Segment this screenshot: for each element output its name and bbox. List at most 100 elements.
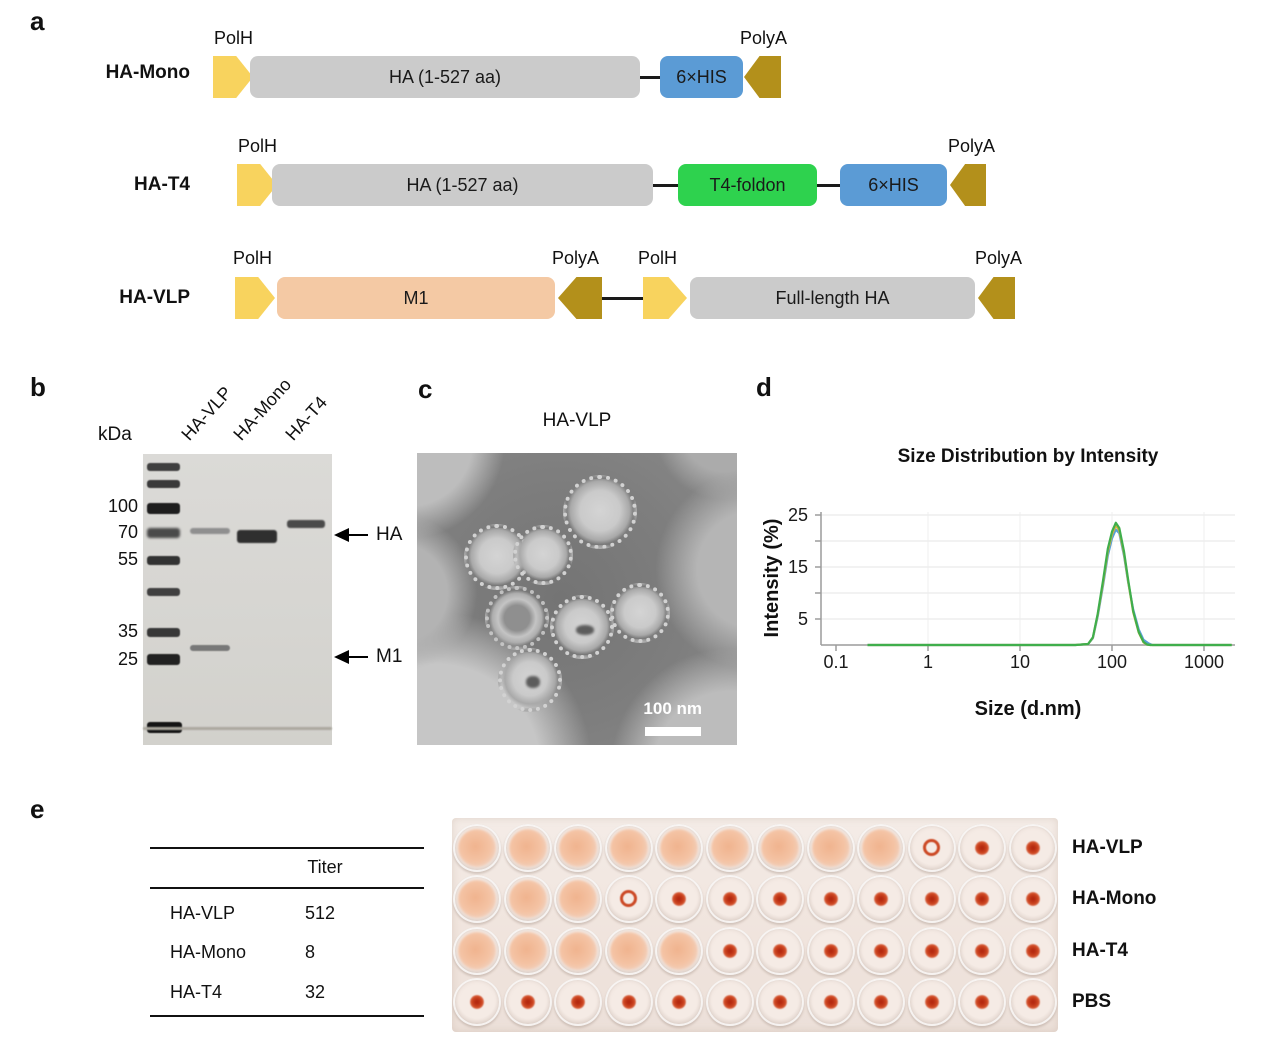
band-ha-vlp-ha — [190, 528, 230, 534]
well-HA-T4-5 — [655, 926, 703, 975]
well-HA-T4-6 — [705, 926, 754, 975]
t4-foldon-label: T4-foldon — [709, 174, 786, 195]
table-row-name: HA-Mono — [170, 942, 247, 962]
table-bottom-rule — [150, 1015, 424, 1017]
polh-promoter-label: PolH — [214, 28, 254, 48]
scale-bar-label: 100 nm — [643, 699, 702, 718]
polya-terminator-arrow — [558, 277, 602, 319]
x-axis-label: Size (d.nm) — [975, 698, 1082, 720]
y-tick-label: 15 — [788, 557, 808, 577]
kda-unit-label: kDa — [98, 424, 132, 445]
well-PBS-5 — [655, 977, 703, 1026]
well-HA-Mono-9 — [857, 875, 905, 924]
well-HA-Mono-3 — [554, 875, 602, 924]
left-arrow-icon — [334, 528, 349, 542]
table-row-name: HA-VLP — [170, 903, 236, 923]
m1-gene-label: M1 — [403, 287, 429, 308]
well-HA-T4-7 — [756, 926, 804, 975]
series-replicate-yellow — [867, 524, 1232, 647]
well-HA-T4-12 — [1008, 926, 1057, 975]
well-HA-T4-8 — [806, 926, 855, 975]
mw-marker-25: 25 — [117, 649, 138, 669]
well-HA-T4-9 — [857, 926, 905, 975]
x-tick-label: 100 — [1097, 652, 1127, 672]
well-PBS-3 — [554, 977, 602, 1026]
arrow-shaft — [349, 533, 368, 537]
table-row-value: 8 — [305, 942, 316, 962]
construct-name-ha-mono: HA-Mono — [105, 62, 190, 83]
well-PBS-12 — [1008, 977, 1057, 1026]
panel-c-letter: c — [418, 374, 433, 404]
well-PBS-2 — [503, 977, 552, 1026]
dls-size-distribution-chart: 5 15 25 0.1 1 10 100 1000 Size Distribution by I… — [761, 446, 1235, 720]
gel-annotation-m1: M1 — [334, 646, 402, 668]
plate-row-label-HA-T4: HA-T4 — [1072, 939, 1128, 961]
t4-foldon-box: T4-foldon — [678, 164, 817, 206]
well-HA-Mono-8 — [806, 875, 855, 924]
table-row-value: 512 — [305, 903, 336, 923]
stain-mark — [576, 625, 594, 635]
well-HA-T4-10 — [907, 926, 956, 975]
polh-promoter-arrow — [643, 277, 687, 319]
table-top-rule — [150, 847, 424, 849]
well-HA-VLP-2 — [503, 824, 552, 872]
ladder-band — [147, 654, 180, 665]
well-HA-VLP-3 — [554, 824, 602, 872]
polh-promoter-label: PolH — [238, 136, 278, 156]
panel-a-letter: a — [30, 6, 45, 36]
left-arrow-icon — [334, 650, 349, 664]
well-HA-Mono-2 — [503, 875, 552, 924]
chart-title: Size Distribution by Intensity — [898, 446, 1159, 467]
connector-line — [653, 184, 678, 187]
mw-marker-100: 100 — [107, 496, 138, 516]
gel-lane-label-ha-vlp: HA-VLP — [177, 382, 236, 445]
m1-gene-box: M1 — [277, 277, 555, 319]
well-PBS-11 — [958, 977, 1006, 1026]
band-ha-vlp-m1 — [190, 645, 230, 651]
mw-marker-55: 55 — [117, 549, 138, 569]
x-tick-label: 1 — [923, 652, 933, 672]
his-tag-label: 6×HIS — [868, 174, 919, 195]
well-HA-Mono-10 — [907, 875, 956, 924]
construct-name-ha-t4: HA-T4 — [134, 174, 190, 195]
well-PBS-6 — [705, 977, 754, 1026]
ladder-band — [147, 628, 180, 637]
polh-promoter-arrow — [213, 56, 253, 98]
well-HA-Mono-7 — [756, 875, 804, 924]
gene-box-ha: HA (1-527 aa) — [272, 164, 653, 206]
connector-line — [817, 184, 840, 187]
well-PBS-7 — [756, 977, 804, 1026]
gene-box-ha: HA (1-527 aa) — [250, 56, 640, 98]
series-replicate-blue — [867, 528, 1232, 647]
well-HA-Mono-12 — [1008, 875, 1057, 924]
tem-micrograph: 100 nm — [417, 453, 737, 745]
table-row-name: HA-T4 — [170, 982, 223, 1002]
polya-terminator-arrow — [744, 56, 781, 98]
hemagglutination-plate — [452, 818, 1058, 1032]
well-HA-T4-1 — [453, 926, 501, 975]
y-axis-label: Intensity (%) — [761, 519, 783, 638]
well-HA-VLP-1 — [453, 824, 501, 872]
gel-annotation-ha: HA — [334, 524, 402, 546]
well-HA-Mono-11 — [958, 875, 1006, 924]
well-HA-Mono-1 — [453, 875, 501, 924]
x-tick-label: 1000 — [1184, 652, 1224, 672]
polh-promoter-label: PolH — [233, 248, 273, 268]
y-tick-label: 25 — [788, 505, 808, 525]
tem-image-title: HA-VLP — [542, 410, 612, 431]
connector-line — [602, 297, 643, 300]
well-HA-Mono-4 — [604, 875, 653, 924]
arrow-shaft — [349, 655, 368, 659]
well-HA-VLP-11 — [958, 824, 1006, 872]
polh-promoter-arrow — [237, 164, 277, 206]
polya-terminator-arrow — [950, 164, 986, 206]
ladder-band — [147, 463, 180, 471]
table-header-rule — [150, 887, 424, 889]
connector-line — [640, 76, 660, 79]
x-tick-label: 0.1 — [823, 652, 848, 672]
his-tag-box: 6×HIS — [660, 56, 743, 98]
polya-terminator-label: PolyA — [552, 248, 600, 268]
vlp-particle — [485, 586, 549, 650]
well-PBS-1 — [453, 977, 501, 1026]
